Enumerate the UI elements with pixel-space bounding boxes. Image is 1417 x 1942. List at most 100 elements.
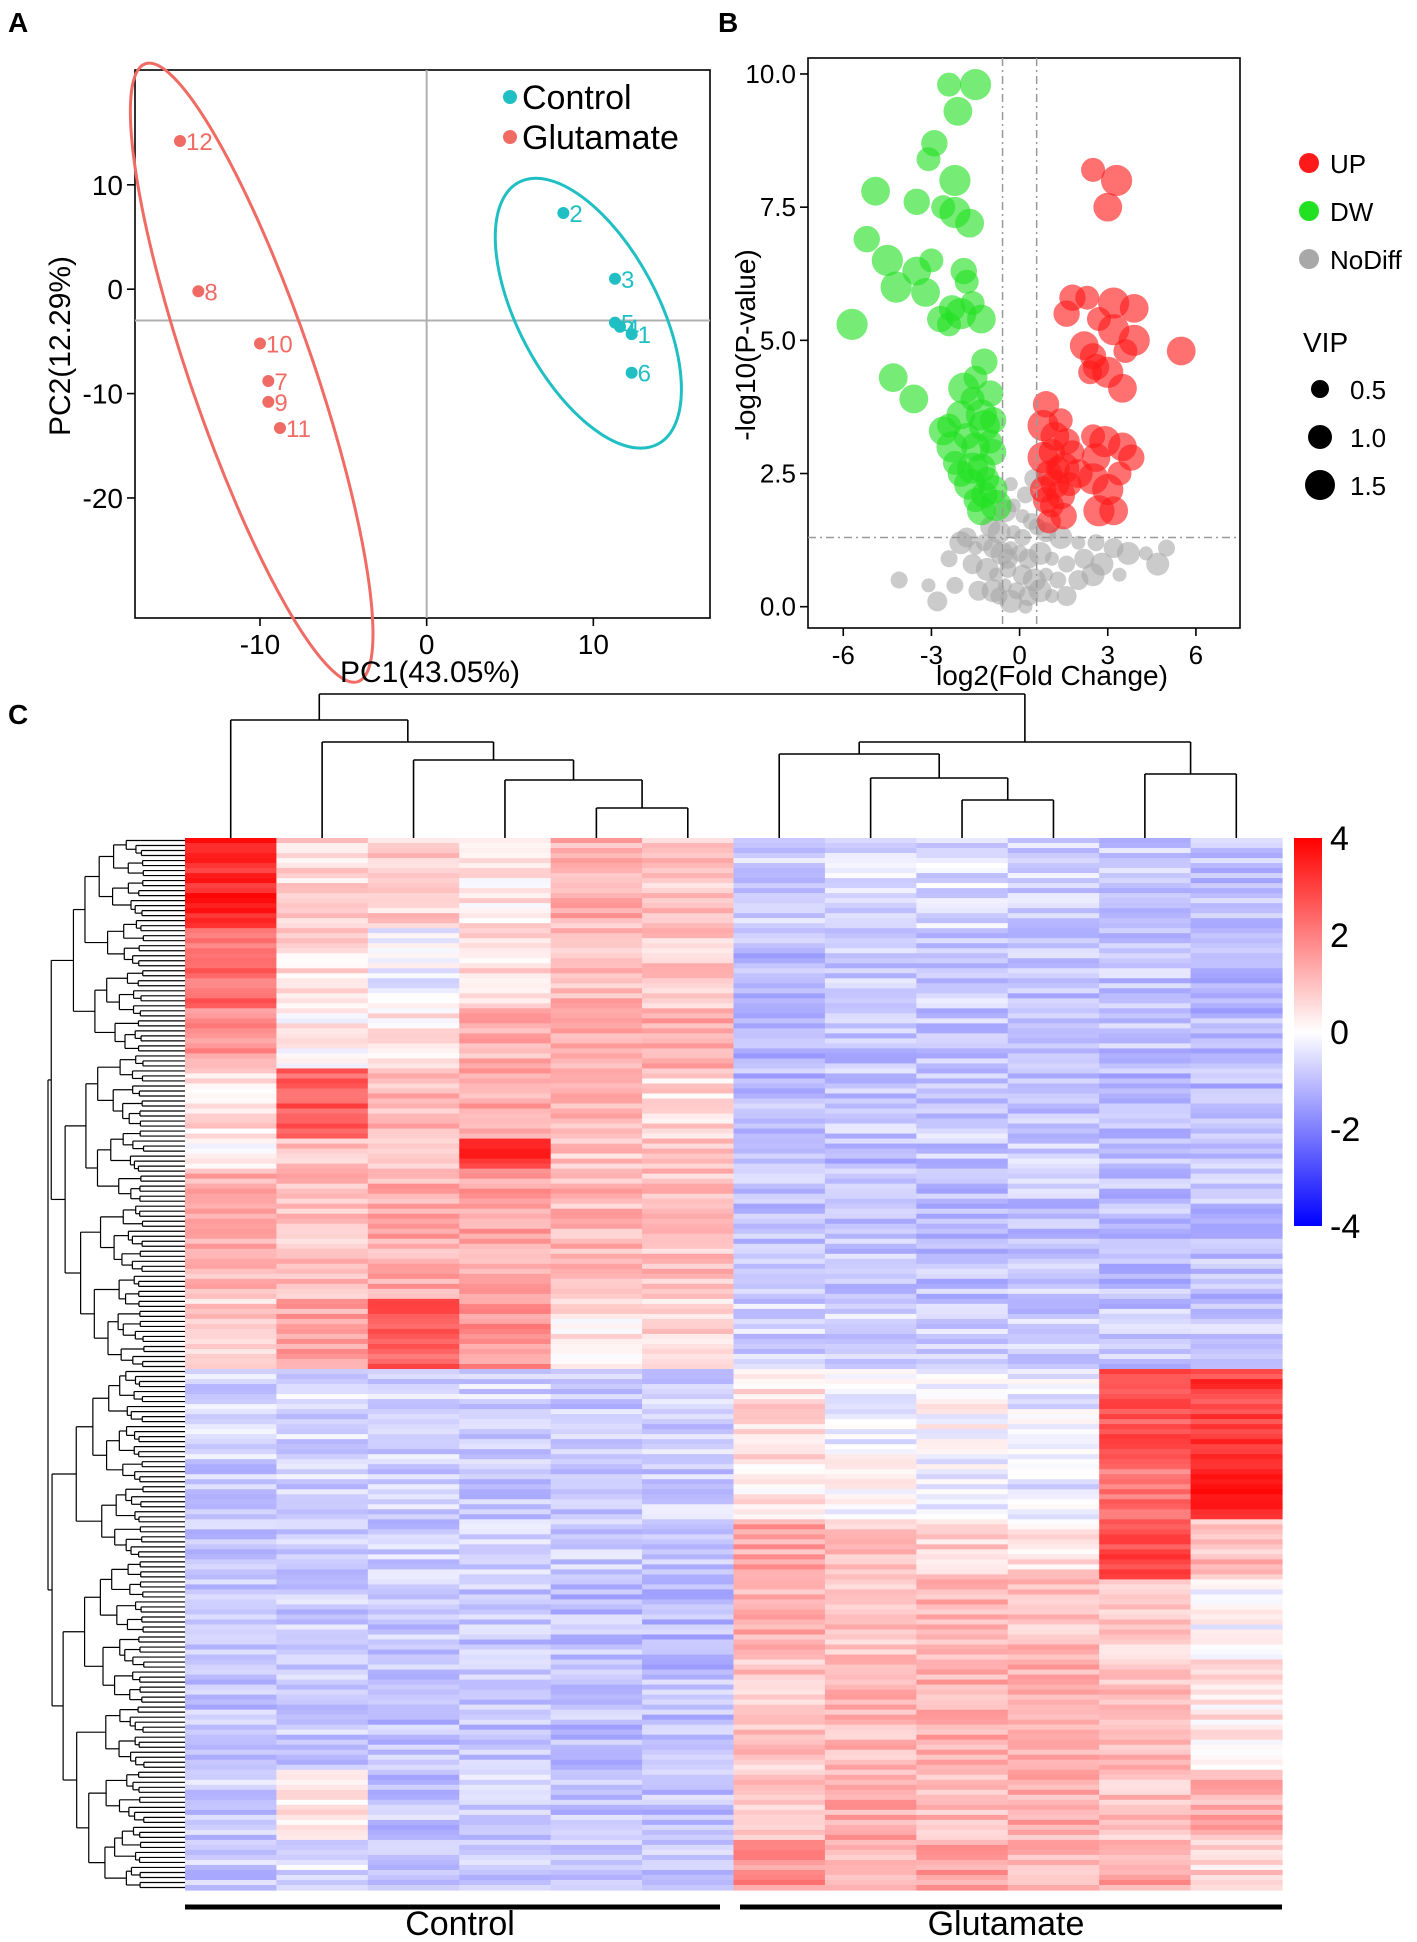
heatmap-cell: [276, 1824, 369, 1831]
heatmap-cell: [916, 1218, 1009, 1225]
heatmap-cell: [550, 1133, 643, 1140]
heatmap-cell: [733, 1759, 826, 1766]
heatmap-cell: [642, 1504, 735, 1510]
heatmap-cell: [459, 1083, 552, 1090]
heatmap-cell: [1007, 1168, 1100, 1175]
heatmap-cell: [185, 1399, 278, 1405]
heatmap-cell: [1007, 1278, 1100, 1285]
heatmap-cell: [276, 883, 369, 889]
heatmap-cell: [916, 1469, 1009, 1475]
heatmap-cell: [1099, 1514, 1192, 1520]
heatmap-cell: [185, 1484, 278, 1490]
heatmap-cell: [185, 1253, 278, 1260]
heatmap-cell: [824, 1369, 917, 1375]
heatmap-cell: [916, 1213, 1009, 1220]
heatmap-cell: [916, 1353, 1009, 1360]
heatmap-cell: [733, 1714, 826, 1721]
heatmap-cell: [550, 1003, 643, 1009]
heatmap-cell: [916, 1689, 1009, 1696]
heatmap-cell: [367, 1449, 460, 1455]
heatmap-cell: [733, 1574, 826, 1581]
heatmap-cell: [1190, 1619, 1283, 1626]
heatmap-cell: [276, 1404, 369, 1410]
heatmap-cell: [367, 1348, 460, 1355]
heatmap-cell: [1190, 843, 1283, 849]
heatmap-cell: [916, 1113, 1009, 1120]
heatmap-cell: [733, 1404, 826, 1410]
volcano-point-nodiff: [997, 548, 1018, 569]
heatmap-cell: [1190, 1358, 1283, 1365]
heatmap-cell: [1099, 1799, 1192, 1806]
heatmap-cell: [916, 1799, 1009, 1806]
heatmap-cell: [642, 1604, 735, 1611]
heatmap-cell: [642, 1524, 735, 1530]
heatmap-cell: [1099, 1063, 1192, 1070]
heatmap-cell: [367, 883, 460, 889]
heatmap-cell: [185, 1639, 278, 1646]
heatmap-cell: [276, 1529, 369, 1535]
heatmap-cell: [642, 1454, 735, 1460]
heatmap-cell: [1007, 1634, 1100, 1641]
heatmap-cell: [459, 1148, 552, 1155]
heatmap-cell: [733, 1569, 826, 1575]
heatmap-cell: [733, 1414, 826, 1420]
heatmap-cell: [550, 1078, 643, 1085]
heatmap-cell: [550, 1389, 643, 1395]
heatmap-cell: [276, 943, 369, 949]
heatmap-cell: [916, 1183, 1009, 1190]
heatmap-cell: [642, 1779, 735, 1786]
heatmap-cell: [733, 1353, 826, 1360]
heatmap-cell: [733, 973, 826, 979]
heatmap-cell: [733, 1654, 826, 1661]
heatmap-cell: [185, 1313, 278, 1320]
heatmap-cell: [550, 1469, 643, 1475]
heatmap-cell: [550, 848, 643, 854]
heatmap-cell: [459, 1454, 552, 1460]
heatmap-cell: [1007, 1454, 1100, 1460]
heatmap-cell: [642, 1499, 735, 1505]
heatmap-cell: [367, 1353, 460, 1360]
heatmap-cell: [276, 1544, 369, 1550]
heatmap-cell: [1007, 1273, 1100, 1280]
heatmap-cell: [367, 1233, 460, 1240]
heatmap-cell: [550, 1013, 643, 1019]
heatmap-cell: [642, 1879, 735, 1886]
heatmap-cell: [1099, 1163, 1192, 1170]
heatmap-cell: [550, 1414, 643, 1420]
heatmap-cell: [733, 958, 826, 964]
heatmap-cell: [185, 1263, 278, 1270]
heatmap-cell: [1007, 1469, 1100, 1475]
heatmap-cell: [733, 1153, 826, 1160]
heatmap-cell: [367, 1038, 460, 1044]
heatmap-cell: [733, 1604, 826, 1611]
heatmap-cell: [550, 1569, 643, 1575]
heatmap-cell: [367, 1459, 460, 1465]
heatmap-cell: [276, 1669, 369, 1676]
heatmap-cell: [642, 1353, 735, 1360]
heatmap-cell: [916, 868, 1009, 874]
heatmap-cell: [185, 1619, 278, 1626]
heatmap-cell: [550, 1749, 643, 1756]
heatmap-cell: [824, 1759, 917, 1766]
heatmap-cell: [733, 1248, 826, 1255]
heatmap-cell: [550, 1018, 643, 1024]
heatmap-cell: [642, 1844, 735, 1851]
heatmap-cell: [733, 1384, 826, 1390]
heatmap-cell: [276, 1619, 369, 1626]
heatmap-cell: [276, 1058, 369, 1065]
heatmap-cell: [1099, 1869, 1192, 1876]
heatmap-cell: [733, 1444, 826, 1450]
heatmap-cell: [367, 1559, 460, 1565]
volcano-point-dw: [966, 304, 996, 334]
heatmap-cell: [824, 1619, 917, 1626]
heatmap-cell: [733, 1238, 826, 1245]
heatmap-cell: [1007, 1574, 1100, 1581]
volcano-point-nodiff: [1049, 571, 1067, 589]
heatmap-cell: [1190, 1794, 1283, 1801]
heatmap-cell: [916, 1814, 1009, 1821]
heatmap-cell: [824, 1243, 917, 1250]
heatmap-cell: [550, 1729, 643, 1736]
heatmap-cell: [276, 1088, 369, 1095]
heatmap-cell: [1007, 1744, 1100, 1751]
heatmap-cell: [1007, 878, 1100, 884]
